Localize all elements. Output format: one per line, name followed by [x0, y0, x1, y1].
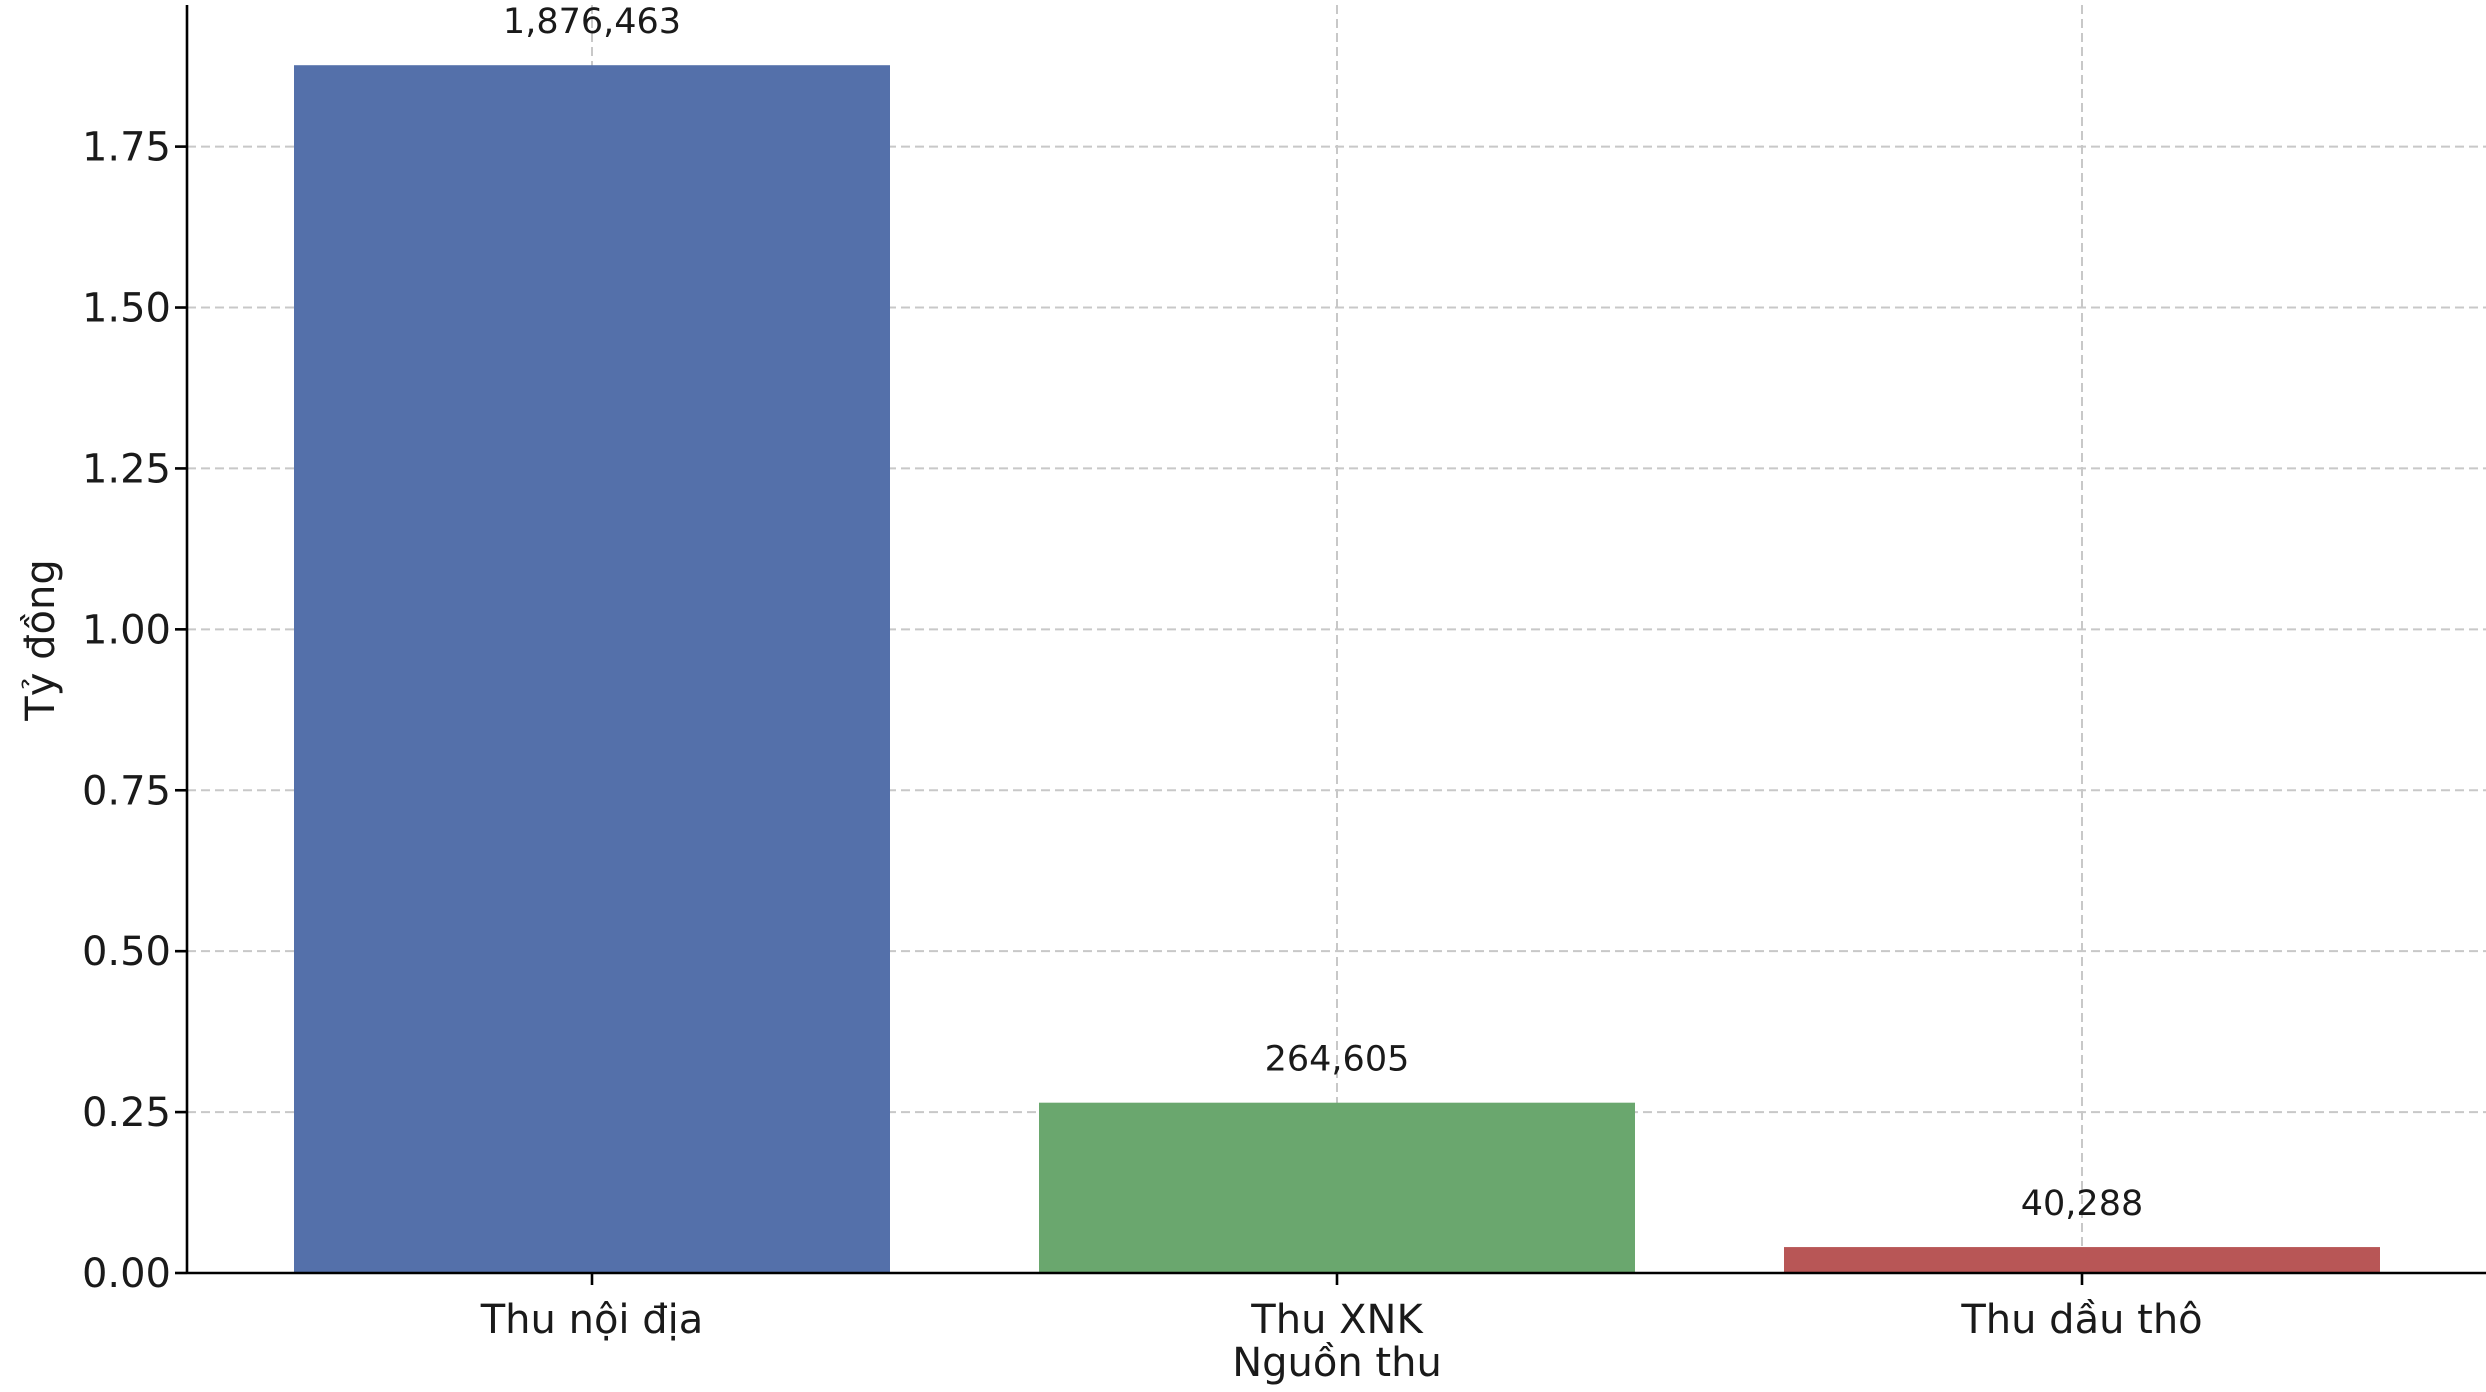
bar [1784, 1247, 2380, 1273]
x-tick-label: Thu XNK [1250, 1297, 1424, 1343]
y-tick-label: 1.00 [82, 607, 171, 653]
y-tick-label: 0.00 [82, 1251, 171, 1297]
x-tick-label: Thu nội địa [480, 1297, 704, 1343]
bar [294, 65, 890, 1273]
y-tick-label: 0.25 [82, 1090, 171, 1136]
bars [294, 65, 2380, 1273]
y-tick-label: 0.50 [82, 929, 171, 975]
x-tick-label: Thu dầu thô [1960, 1297, 2202, 1343]
bar-value-label: 40,288 [2021, 1184, 2143, 1224]
x-axis-title: Nguồn thu [1232, 1340, 1442, 1386]
ticks: 0.00 0.25 0.50 0.75 1.00 1.25 1.50 1.75 Thu nội … [82, 125, 2203, 1343]
bar-value-label: 264,605 [1265, 1040, 1410, 1080]
y-tick-label: 1.75 [82, 125, 171, 171]
data-labels: 1,876,463 264,605 40,288 [503, 2, 2143, 1224]
y-tick-label: 0.75 [82, 768, 171, 814]
bar [1039, 1102, 1635, 1273]
y-axis-title: Tỷ đồng [18, 559, 64, 721]
bar-value-label: 1,876,463 [503, 2, 681, 42]
y-tick-label: 1.50 [82, 286, 171, 332]
y-tick-label: 1.25 [82, 446, 171, 492]
